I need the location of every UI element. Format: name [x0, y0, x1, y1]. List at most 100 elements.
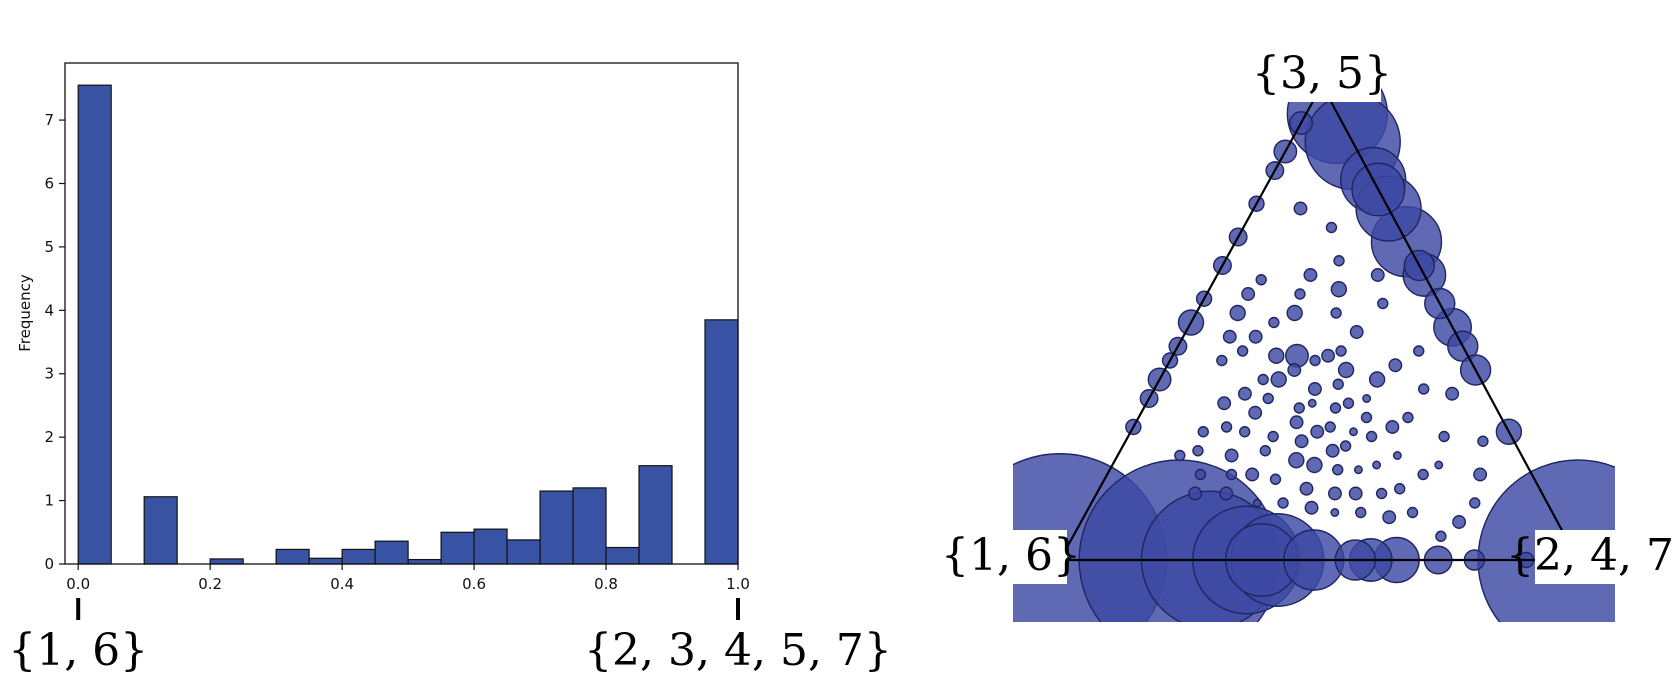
y-tick-label: 1: [44, 492, 54, 510]
ternary-bubble: [1333, 255, 1345, 267]
ternary-bubble: [1299, 481, 1314, 496]
ternary-bubble: [1288, 452, 1305, 469]
ternary-bubble: [1355, 506, 1367, 519]
histogram-bar: [308, 557, 343, 565]
histogram-bar: [77, 84, 112, 565]
histogram-bar: [341, 548, 376, 565]
vertex-label-background: [1263, 48, 1381, 102]
ternary-bubble: [1417, 383, 1430, 395]
ternary-bubble: [1241, 287, 1256, 301]
ternary-bubble: [1309, 354, 1321, 367]
ternary-bubble: [1339, 440, 1352, 452]
ternary-bubble: [1332, 378, 1344, 390]
ternary-bubble: [1225, 468, 1238, 481]
x-tick-label: 0.8: [594, 575, 618, 593]
ternary-bubble: [1372, 460, 1382, 470]
histogram-bar: [374, 540, 409, 565]
ternary-bubble: [1306, 456, 1323, 474]
ternary-bubble: [1325, 221, 1338, 234]
histogram-bar: [473, 528, 508, 565]
ternary-bubble: [1293, 402, 1305, 414]
ternary-bubble: [1252, 498, 1262, 508]
ternary-bubble: [1287, 363, 1302, 377]
ternary-bubble: [1452, 515, 1467, 529]
ternary-bubble: [1269, 473, 1282, 485]
ternary-bubble: [1329, 402, 1342, 414]
ternary-bubble: [1385, 420, 1400, 434]
ternary-bubble: [1307, 382, 1322, 396]
ternary-bubble: [1330, 508, 1340, 517]
histogram-bar: [638, 465, 673, 565]
ternary-bubble: [1353, 465, 1363, 475]
ternary-bubble: [1248, 329, 1263, 344]
ternary-bubble: [1268, 316, 1280, 329]
ternary-bubble: [1229, 304, 1246, 322]
ternary-bubble: [1360, 411, 1373, 424]
histogram-bar: [440, 531, 475, 565]
triangle-edge: [1059, 84, 1323, 561]
ternary-bubble: [1335, 345, 1347, 357]
ternary-bubble: [1257, 373, 1269, 386]
ternary-bubble: [1262, 392, 1274, 405]
ternary-bubble: [1222, 329, 1237, 344]
ternary-bubble: [1477, 435, 1489, 447]
ternary-bubble: [1382, 510, 1397, 525]
histogram-bar: [539, 490, 574, 565]
y-tick-label: 5: [44, 238, 54, 256]
ternary-bubble: [1259, 445, 1272, 457]
ternary-bubble: [1303, 268, 1318, 282]
ternary-bubble: [1394, 483, 1406, 495]
histogram-bars: [77, 84, 739, 565]
ternary-bubble: [1349, 325, 1364, 339]
ternary-bubble: [1294, 288, 1306, 300]
x-tick-label: 0.4: [330, 575, 354, 593]
ternary-bubble: [1270, 371, 1287, 388]
ternary-bubble: [1375, 487, 1388, 500]
ternary-bubble: [1469, 497, 1481, 509]
vertex-label-left: {1, 6}: [941, 530, 1081, 581]
ternary-bubble: [1406, 506, 1419, 519]
histogram-bar: [605, 546, 640, 565]
ternary-bubble: [1307, 398, 1317, 408]
vertex-label-right: {2, 4, 7}: [1506, 530, 1676, 581]
ternary-bubble: [1277, 497, 1289, 509]
ternary-bubble: [1293, 201, 1308, 216]
x-tick-label: 0.0: [66, 575, 90, 593]
histogram-frame: [64, 62, 739, 565]
y-tick-label: 2: [44, 428, 54, 446]
x-tick-label: 0.2: [198, 575, 222, 593]
ternary-bubble: [1197, 426, 1209, 438]
ternary-bubble: [1245, 467, 1260, 482]
vertex-label-background: [1535, 530, 1674, 584]
ternary-bubble: [1435, 530, 1447, 542]
ternary-bubble: [1237, 386, 1252, 401]
ternary-bubble: [1324, 421, 1336, 433]
histogram-bar: [209, 558, 244, 565]
ternary-bubble: [1255, 274, 1267, 286]
histogram-x-ticks: 0.0 0.2 0.4 0.6 0.8 1.0: [66, 564, 750, 593]
x-tick-label: 1.0: [726, 575, 750, 593]
ternary-bubble: [1216, 354, 1228, 367]
ternary-bubble: [1188, 486, 1203, 501]
ternary-bubble: [1392, 451, 1402, 460]
ternary-panel: {3, 5} {1, 6} {2, 4, 7}: [941, 48, 1676, 622]
vertex-label-background: [955, 530, 1067, 584]
histogram-bar: [407, 558, 442, 565]
ternary-bubble: [1236, 345, 1249, 357]
ternary-bubble: [1238, 426, 1251, 438]
y-tick-label: 4: [44, 301, 54, 319]
endpoint-label: {2, 3, 4, 5, 7}: [584, 625, 892, 676]
ternary-bubble: [1337, 361, 1355, 379]
x-tick-label: 0.6: [462, 575, 486, 593]
y-tick-label: 3: [44, 365, 54, 383]
vertex-label-top: {3, 5}: [1252, 48, 1392, 99]
y-tick-label: 6: [44, 174, 54, 192]
histogram-endpoint-labels: {1, 6} {2, 3, 4, 5, 7}: [8, 598, 892, 676]
ternary-bubble: [1330, 281, 1348, 298]
ternary-bubble: [1289, 415, 1304, 430]
ternary-bubble: [1224, 448, 1239, 463]
ternary-bubble: [1194, 468, 1207, 481]
ternary-bubble: [1310, 424, 1325, 439]
ternary-bubble: [1174, 449, 1186, 462]
ternary-bubble: [1388, 358, 1403, 373]
